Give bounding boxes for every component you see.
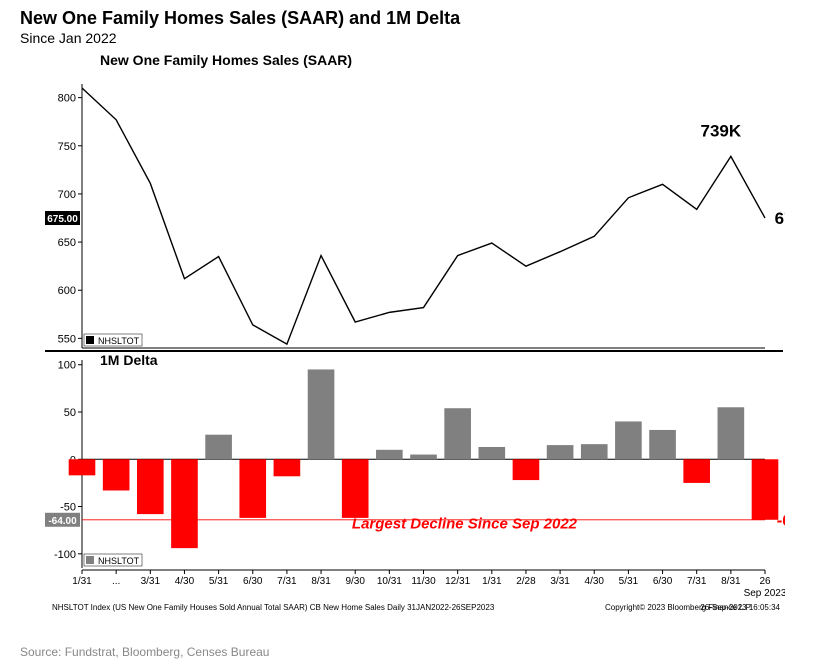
svg-text:739K: 739K bbox=[701, 121, 742, 140]
svg-text:10/31: 10/31 bbox=[377, 576, 402, 587]
svg-text:Largest Decline Since Sep 2022: Largest Decline Since Sep 2022 bbox=[352, 515, 578, 532]
chart-region: 550 600 650 700 750 800 675.00 739K 675K NHSLTOT -… bbox=[45, 58, 785, 613]
svg-text:NHSLTOT: NHSLTOT bbox=[98, 556, 140, 566]
page-subtitle: Since Jan 2022 bbox=[20, 30, 117, 46]
svg-text:26-Sep-2023 16:05:34: 26-Sep-2023 16:05:34 bbox=[700, 603, 780, 612]
svg-text:NHSLTOT Index (US New One Fami: NHSLTOT Index (US New One Family Houses … bbox=[52, 603, 495, 612]
svg-text:7/31: 7/31 bbox=[687, 576, 707, 587]
svg-text:NHSLTOT: NHSLTOT bbox=[98, 336, 140, 346]
svg-text:-100: -100 bbox=[54, 549, 76, 561]
svg-text:-64.00: -64.00 bbox=[48, 516, 77, 527]
svg-text:7/31: 7/31 bbox=[277, 576, 297, 587]
svg-text:100: 100 bbox=[58, 360, 76, 372]
svg-text:4/30: 4/30 bbox=[175, 576, 195, 587]
source-line: Source: Fundstrat, Bloomberg, Censes Bur… bbox=[20, 645, 269, 659]
svg-text:6/30: 6/30 bbox=[653, 576, 673, 587]
svg-text:Sep 2023: Sep 2023 bbox=[744, 588, 785, 599]
svg-text:2/28: 2/28 bbox=[516, 576, 536, 587]
svg-text:12/31: 12/31 bbox=[445, 576, 470, 587]
svg-text:5/31: 5/31 bbox=[209, 576, 229, 587]
svg-text:600: 600 bbox=[58, 285, 76, 297]
svg-text:5/31: 5/31 bbox=[619, 576, 639, 587]
svg-text:675.00: 675.00 bbox=[47, 214, 78, 225]
svg-text:800: 800 bbox=[58, 93, 76, 105]
svg-text:650: 650 bbox=[58, 237, 76, 249]
svg-text:6/30: 6/30 bbox=[243, 576, 263, 587]
svg-text:8/31: 8/31 bbox=[311, 576, 331, 587]
svg-text:-64K: -64K bbox=[777, 511, 785, 530]
svg-text:750: 750 bbox=[58, 141, 76, 153]
svg-text:1/31: 1/31 bbox=[72, 576, 92, 587]
svg-text:700: 700 bbox=[58, 189, 76, 201]
chart-svg: 550 600 650 700 750 800 675.00 739K 675K NHSLTOT -… bbox=[45, 58, 785, 613]
svg-text:...: ... bbox=[112, 576, 120, 587]
svg-text:4/30: 4/30 bbox=[585, 576, 605, 587]
svg-text:9/30: 9/30 bbox=[345, 576, 365, 587]
svg-text:3/31: 3/31 bbox=[141, 576, 161, 587]
svg-text:675K: 675K bbox=[775, 209, 785, 228]
svg-text:50: 50 bbox=[64, 407, 76, 419]
page-title: New One Family Homes Sales (SAAR) and 1M… bbox=[20, 8, 460, 29]
svg-text:1/31: 1/31 bbox=[482, 576, 502, 587]
svg-text:8/31: 8/31 bbox=[721, 576, 741, 587]
svg-text:-50: -50 bbox=[60, 502, 76, 514]
svg-text:26: 26 bbox=[759, 576, 771, 587]
svg-text:11/30: 11/30 bbox=[411, 576, 436, 587]
svg-text:550: 550 bbox=[58, 333, 76, 345]
svg-text:3/31: 3/31 bbox=[550, 576, 570, 587]
